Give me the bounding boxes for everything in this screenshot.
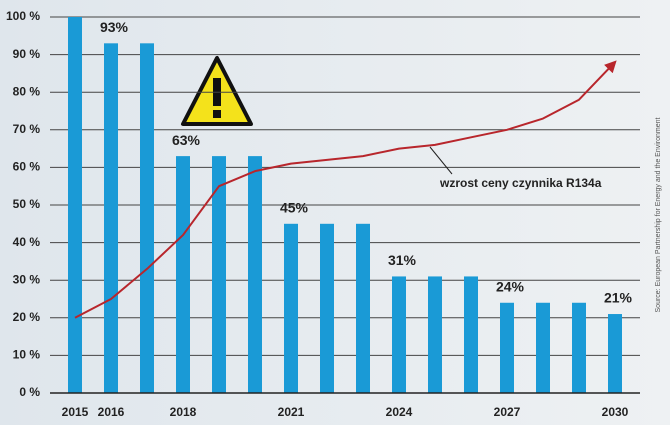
y-tick-label: 20 % [13,310,41,324]
y-tick-label: 50 % [13,197,41,211]
y-tick-label: 0 % [19,385,40,399]
x-tick-label: 2027 [494,405,521,419]
value-label: 63% [172,132,201,148]
value-label: 21% [604,290,633,306]
value-label: 45% [280,200,309,216]
value-label: 24% [496,278,525,294]
bar [248,156,262,393]
x-tick-label: 2016 [98,405,125,419]
bar [356,223,370,393]
x-tick-label: 2021 [278,405,305,419]
bar [212,156,226,393]
bar [68,17,82,393]
value-label: 31% [388,252,417,268]
y-tick-label: 100 % [6,9,40,23]
y-tick-label: 80 % [13,84,41,98]
y-tick-label: 30 % [13,272,41,286]
value-label: 93% [100,19,129,35]
annotation-pointer [429,146,453,175]
bar [284,223,298,393]
x-tick-label: 2015 [62,405,89,419]
y-tick-label: 40 % [13,235,41,249]
y-tick-label: 10 % [13,348,41,362]
y-tick-label: 70 % [13,122,41,136]
x-tick-label: 2018 [170,405,197,419]
bar [428,276,442,393]
price-line [74,60,617,319]
line-annotation: wzrost ceny czynnika R134a [439,176,602,190]
bar [464,276,478,393]
bar [176,156,190,393]
x-tick-label: 2030 [602,405,629,419]
bar [536,302,550,393]
x-tick-label: 2024 [386,405,413,419]
bar [320,223,334,393]
y-tick-label: 60 % [13,160,41,174]
source-note: Source: European Partnership for Energy … [655,117,662,312]
bar [500,302,514,393]
bar [392,276,406,393]
bar [104,43,118,393]
bar [608,314,622,393]
bar [572,302,586,393]
y-tick-label: 90 % [13,47,41,61]
bar [140,43,154,393]
